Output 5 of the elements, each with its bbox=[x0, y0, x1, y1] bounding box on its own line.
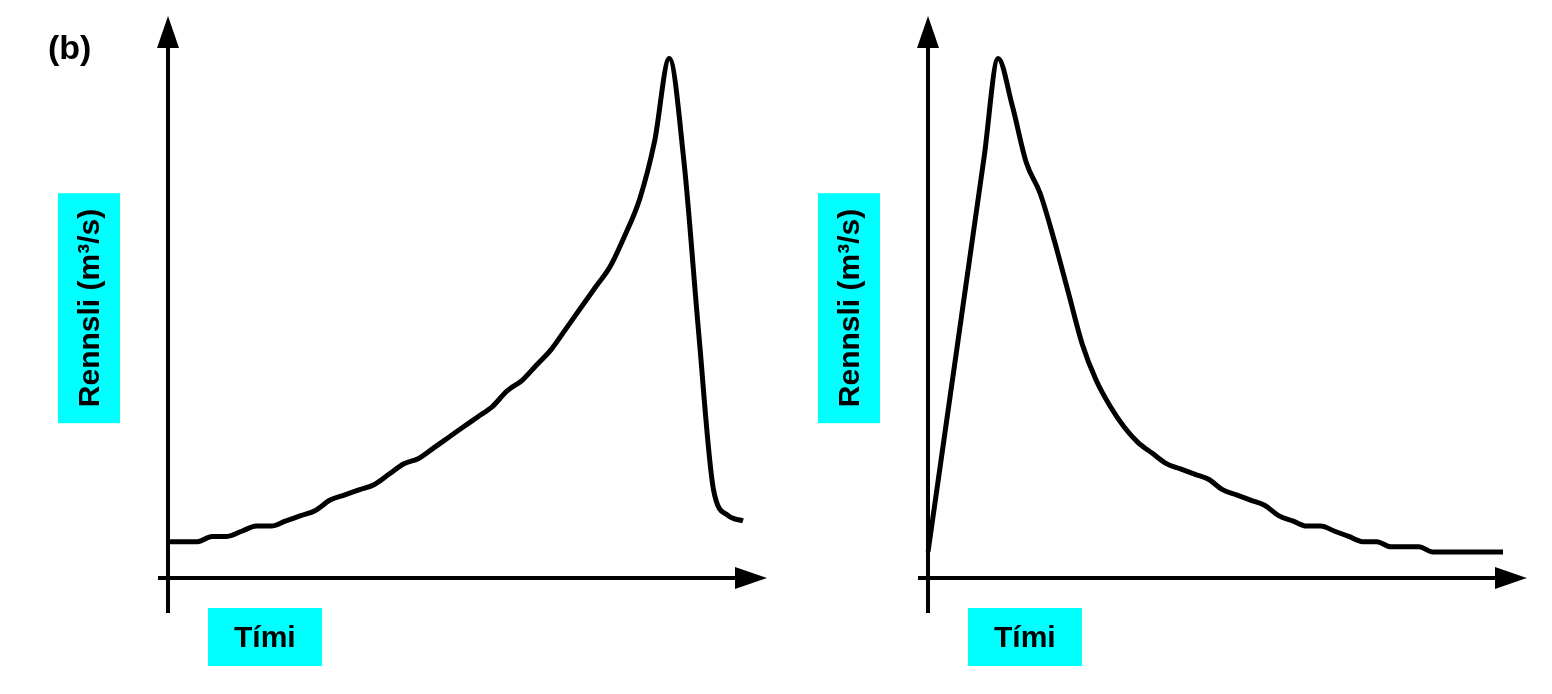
text: (b) bbox=[48, 28, 92, 67]
y-axis-title: Rennsli (m³/s) bbox=[58, 192, 120, 424]
x-axis-title: Tími bbox=[208, 608, 322, 666]
x-axis-title: Tími bbox=[968, 608, 1082, 666]
y-axis-title: Rennsli (m³/s) bbox=[818, 192, 880, 424]
